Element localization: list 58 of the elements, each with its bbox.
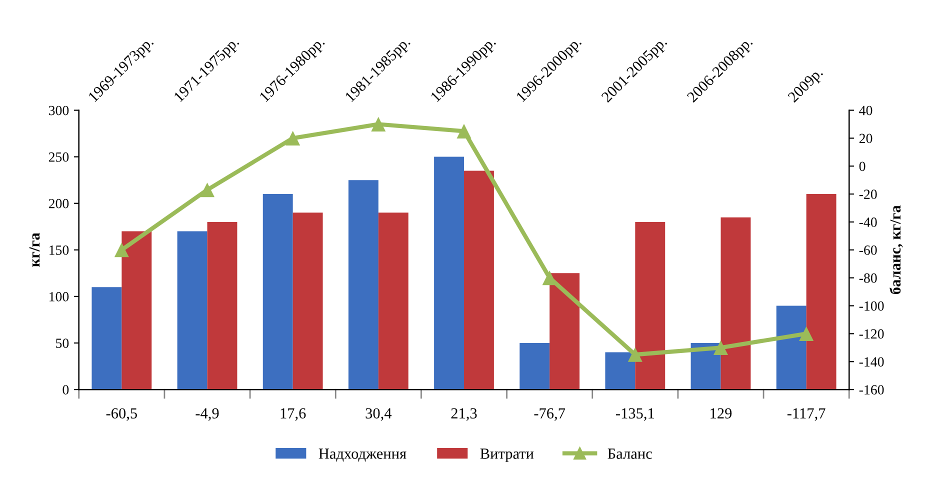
bar [520,343,550,390]
y2-tick-label: -140 [859,357,884,367]
bar [292,212,323,390]
y2-tick-label: -20 [859,190,877,199]
text: -4,9 [196,408,219,421]
text: 17,6 [280,408,306,421]
y2-tick-label: -40 [859,218,877,227]
text: -76,7 [534,408,566,421]
bar [434,156,464,390]
y2-tick-label: 40 [859,106,872,116]
bar [262,194,293,390]
bar [378,212,408,390]
point [371,116,386,132]
bar [605,352,636,390]
bar [177,231,208,390]
y-tick-label: 200 [48,198,69,208]
point [456,124,472,138]
text: -117,7 [787,408,826,421]
y-tick-label: 250 [48,152,69,162]
y-tick-label: 300 [48,106,69,116]
point [542,270,557,286]
bar [806,194,836,390]
point [799,326,814,341]
bar [348,180,378,390]
bar [720,217,751,390]
point [200,182,215,198]
point [628,347,642,362]
y2-tick-label: 20 [859,134,872,144]
bar [207,222,238,390]
text: 30,4 [366,408,392,421]
bar [635,222,666,390]
bar [92,287,122,390]
text: -60,5 [106,408,137,421]
bar [464,170,494,390]
y-tick-label: 100 [50,292,69,302]
text: -135,1 [616,408,654,421]
point [114,242,129,258]
bar [550,273,580,390]
bar [122,231,152,390]
y2-tick-label: -160 [859,385,884,395]
y2-tick-label: -80 [859,273,877,283]
y2-axis-title: баланс, кг/га [890,205,903,294]
point [286,130,300,146]
y2-tick-label: 0 [859,162,866,172]
y-axis-title: кг/га [29,232,40,267]
point [713,340,728,355]
y-tick-label: 150 [50,245,69,255]
legend-label: Баланс [608,448,652,459]
y-tick-label: 0 [62,385,69,395]
text: 129 [710,408,732,419]
legend-label: Витрати [480,448,534,462]
y2-tick-label: -120 [859,329,884,339]
legend-label: Надходження [318,448,406,462]
y2-tick-label: -100 [859,301,884,311]
y2-tick-label: -60 [859,245,877,255]
text: 21,3 [451,408,477,421]
bar [776,306,806,390]
y-tick-label: 50 [56,338,69,348]
